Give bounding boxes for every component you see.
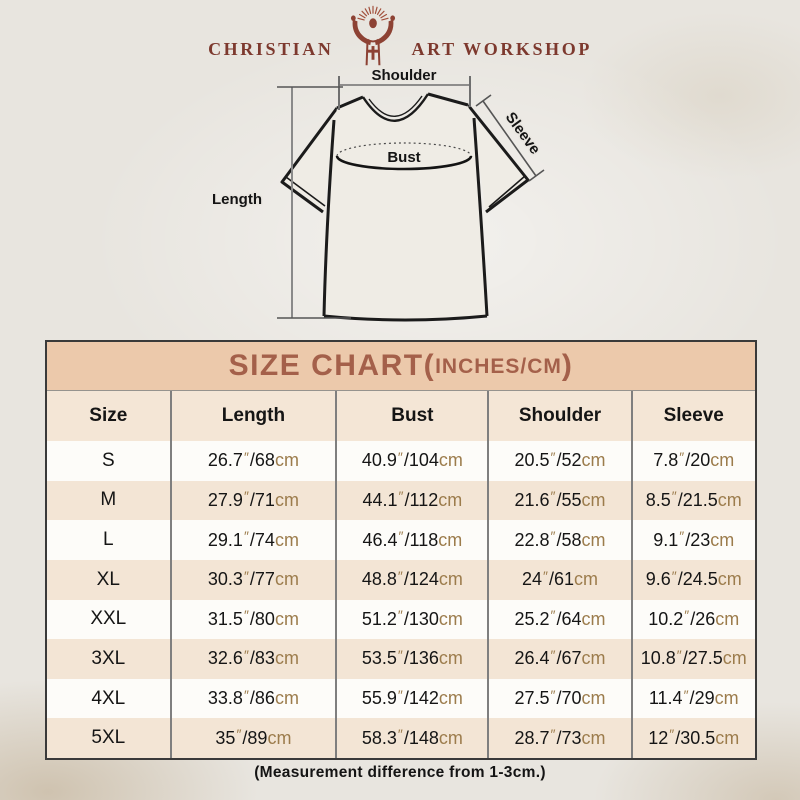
length-measurement-cell: 30.3 ″/77 cm xyxy=(172,559,338,600)
title-close: ) xyxy=(561,349,574,382)
shoulder-label: Shoulder xyxy=(371,67,436,84)
shoulder-measurement-cell: 20.5 ″/52 cm xyxy=(489,441,633,481)
shoulder-measurement-cell: 21.6 ″/55 cm xyxy=(489,480,633,521)
table-row: XL 30.3 ″/77 cm 48.8 ″/124 cm 24 ″/61 cm 9.6 ″/24.5… xyxy=(47,559,755,600)
tshirt-body xyxy=(322,92,489,322)
sleeve-label: Sleeve xyxy=(502,109,544,157)
size-chart-table: SIZE CHART( INCHES/CM ) Size Length Bust Sh… xyxy=(45,340,757,760)
sleeve-measurement-cell: 9.6 ″/24.5 cm xyxy=(645,567,742,590)
table-header-row: Size Length Bust Shoulder Sleeve xyxy=(47,391,755,441)
size-chart-title: SIZE CHART( INCHES/CM ) xyxy=(47,342,755,391)
brand-name-left: CHRISTIAN xyxy=(208,39,334,59)
length-measurement-cell: 33.8 ″/86 cm xyxy=(172,678,338,719)
bust-measurement-cell: 55.9 ″/142 cm xyxy=(337,678,490,719)
column-header: Size xyxy=(47,391,172,441)
sun-rays-icon xyxy=(356,5,389,21)
shoulder-measure-line xyxy=(338,76,471,110)
bust-measurement-cell: 53.5 ″/136 cm xyxy=(337,639,490,679)
sleeve-measurement-cell: 8.5 ″/21.5 cm xyxy=(645,488,742,510)
sleeve-measurement-cell: 7.8 ″/20 cm xyxy=(653,448,735,471)
length-measurement-cell: 27.9 ″/71 cm xyxy=(172,480,338,521)
sleeve-measurement-cell: 10.8 ″/27.5 cm xyxy=(640,646,747,669)
sleeve-measurement-cell: 10.2 ″/26 cm xyxy=(648,607,740,629)
length-label: Length xyxy=(212,191,262,208)
shoulder-measurement-cell: 27.5 ″/70 cm xyxy=(489,678,633,719)
sleeve-measurement-cell: 11.4 ″/29 cm xyxy=(648,686,739,709)
shoulder-measurement-cell: 26.4 ″/67 cm xyxy=(489,639,633,679)
bust-label: Bust xyxy=(387,149,420,166)
bust-measurement-cell: 44.1 ″/112 cm xyxy=(337,480,490,521)
length-measurement-cell: 31.5 ″/80 cm xyxy=(172,599,338,640)
size-cell: S xyxy=(47,441,172,481)
length-measure-line xyxy=(277,86,351,319)
tshirt-measurement-diagram: Bust Shoulder Length Sleeve xyxy=(211,66,545,322)
size-cell: 5XL xyxy=(47,718,172,758)
table-row: 5XL 35 ″/89 cm 58.3 ″/148 cm 28.7 ″/73 cm 12 ″/30.5… xyxy=(47,718,755,758)
bust-measurement-cell: 58.3 ″/148 cm xyxy=(337,718,490,758)
size-cell: 4XL xyxy=(47,678,172,719)
size-cell: L xyxy=(47,520,172,560)
size-cell: XXL xyxy=(47,599,172,640)
length-measurement-cell: 29.1 ″/74 cm xyxy=(172,520,338,560)
brand-name-right: ART WORKSHOP xyxy=(411,39,592,59)
cross-icon xyxy=(367,46,378,60)
bust-measurement-cell: 51.2 ″/130 cm xyxy=(337,599,490,640)
bust-measurement-cell: 40.9 ″/104 cm xyxy=(337,441,490,481)
table-row: L 29.1 ″/74 cm 46.4 ″/118 cm 22.8 ″/58 cm 9.1 ″/23 c… xyxy=(47,520,755,560)
shoulder-measurement-cell: 24 ″/61 cm xyxy=(489,559,633,600)
table-row: XXL 31.5 ″/80 cm 51.2 ″/130 cm 25.2 ″/64 cm 10.2 ″ /… xyxy=(47,599,755,640)
bust-measure-line: Bust xyxy=(335,142,473,171)
column-header: Sleeve xyxy=(663,405,724,426)
size-cell: 3XL xyxy=(47,639,172,679)
bust-measurement-cell: 48.8 ″/124 cm xyxy=(337,559,490,600)
sleeve-measurement-cell: 12 ″/30.5 cm xyxy=(648,726,740,748)
shoulder-measurement-cell: 25.2 ″/64 cm xyxy=(489,599,633,640)
table-row: 4XL 33.8 ″/86 cm 55.9 ″/142 cm 27.5 ″/70 cm 11.4 ″ /… xyxy=(47,678,755,719)
bust-measurement-cell: 46.4 ″/118 cm xyxy=(337,520,490,560)
size-cell: M xyxy=(47,480,172,521)
jesus-open-arms-icon xyxy=(350,5,395,66)
sleeve-measurement-cell: 9.1 ″/23 cm xyxy=(653,528,735,550)
brand-logo: CHRISTIAN xyxy=(0,2,800,70)
length-measurement-cell: 35 ″/89 cm xyxy=(172,718,338,758)
title-main: SIZE CHART( xyxy=(228,349,436,382)
column-header: Length xyxy=(172,391,338,441)
collar-inner xyxy=(368,95,423,117)
column-header: Shoulder xyxy=(489,391,633,441)
table-row: S 26.7 ″/68 cm 40.9 ″/104 cm 20.5 ″/52 cm 7.8 ″/20 c… xyxy=(47,441,755,481)
shoulder-measurement-cell: 22.8 ″/58 cm xyxy=(489,520,633,560)
table-row: M 27.9 ″/71 cm 44.1 ″/112 cm 21.6 ″/55 cm 8.5 ″/21.… xyxy=(47,480,755,521)
column-header: Bust xyxy=(337,391,490,441)
size-cell: XL xyxy=(47,559,172,600)
sleeve-measure-line xyxy=(475,94,545,182)
tshirt-right-sleeve xyxy=(466,104,530,214)
shoulder-measurement-cell: 28.7 ″/73 cm xyxy=(489,718,633,758)
title-sub: INCHES/CM xyxy=(435,355,562,378)
table-row: 3XL 32.6 ″/83 cm 53.5 ″/136 cm 26.4 ″/67 cm 10.8 ″ /… xyxy=(47,639,755,679)
collar-outer xyxy=(361,93,430,122)
measurement-note: (Measurement difference from 1-3cm.) xyxy=(254,764,546,781)
length-measurement-cell: 26.7 ″/68 cm xyxy=(172,441,338,481)
length-measurement-cell: 32.6 ″/83 cm xyxy=(172,639,338,679)
